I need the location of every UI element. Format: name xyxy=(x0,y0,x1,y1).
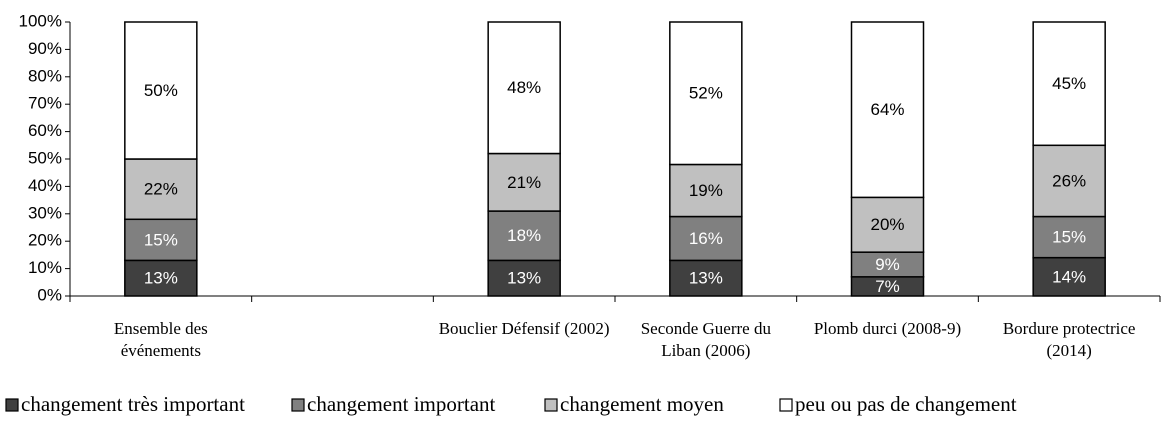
value-label: 48% xyxy=(507,78,541,97)
y-tick-label: 30% xyxy=(28,203,62,222)
y-tick-label: 90% xyxy=(28,39,62,58)
bar-segment xyxy=(487,210,561,262)
value-label: 20% xyxy=(870,215,904,234)
bar-segment xyxy=(124,21,198,160)
y-tick-label: 10% xyxy=(28,258,62,277)
bar-segment xyxy=(1032,21,1106,147)
legend-swatch xyxy=(544,398,558,412)
bar-segment xyxy=(669,215,743,262)
x-tick-label: Seconde Guerre du Liban (2006) xyxy=(640,319,771,360)
legend-label: peu ou pas de changement xyxy=(795,392,1017,416)
y-tick-label: 40% xyxy=(28,176,62,195)
value-label: 15% xyxy=(1052,228,1086,247)
legend-swatch xyxy=(779,398,793,412)
bar-segment xyxy=(487,152,561,212)
y-tick-label: 70% xyxy=(28,94,62,113)
x-tick-label: Ensemble des événements xyxy=(113,319,208,360)
value-label: 45% xyxy=(1052,74,1086,93)
bar-segment xyxy=(669,163,743,218)
value-label: 13% xyxy=(144,269,178,288)
value-label: 14% xyxy=(1052,267,1086,286)
x-tick-label: Bordure protectrice (2014) xyxy=(1002,319,1136,360)
bar-segment xyxy=(669,21,743,166)
bar-segment xyxy=(669,259,743,297)
bar-segment xyxy=(850,251,925,278)
y-tick-label: 100% xyxy=(19,11,62,30)
legend-swatch xyxy=(5,398,19,412)
legend-label: changement moyen xyxy=(560,392,724,416)
value-label: 18% xyxy=(507,226,541,245)
value-label: 16% xyxy=(689,229,723,248)
y-tick-label: 20% xyxy=(28,231,62,250)
bar-segment xyxy=(850,21,925,199)
y-tick-label: 50% xyxy=(28,148,62,167)
value-label: 13% xyxy=(507,269,541,288)
value-label: 21% xyxy=(507,173,541,192)
bar-segment xyxy=(124,158,198,221)
bar-segment xyxy=(124,259,198,297)
bar-segment xyxy=(124,218,198,262)
bar-segment xyxy=(487,21,561,155)
value-label: 64% xyxy=(870,100,904,119)
value-label: 9% xyxy=(875,255,900,274)
value-label: 22% xyxy=(144,180,178,199)
x-tick-label: Bouclier Défensif (2002) xyxy=(438,319,610,338)
y-tick-label: 0% xyxy=(37,285,62,304)
value-label: 15% xyxy=(144,230,178,249)
value-label: 26% xyxy=(1052,171,1086,190)
value-label: 7% xyxy=(875,277,900,296)
y-tick-label: 80% xyxy=(28,66,62,85)
value-label: 13% xyxy=(689,269,723,288)
x-tick-label: Plomb durci (2008-9) xyxy=(813,319,962,338)
y-tick-label: 60% xyxy=(28,121,62,140)
legend-label: changement très important xyxy=(21,392,245,416)
value-label: 50% xyxy=(144,81,178,100)
legend-label: changement important xyxy=(307,392,496,416)
value-label: 52% xyxy=(689,84,723,103)
bar-segment xyxy=(487,259,561,297)
value-label: 19% xyxy=(689,181,723,200)
legend-swatch xyxy=(291,398,305,412)
bar-segment xyxy=(850,196,925,253)
